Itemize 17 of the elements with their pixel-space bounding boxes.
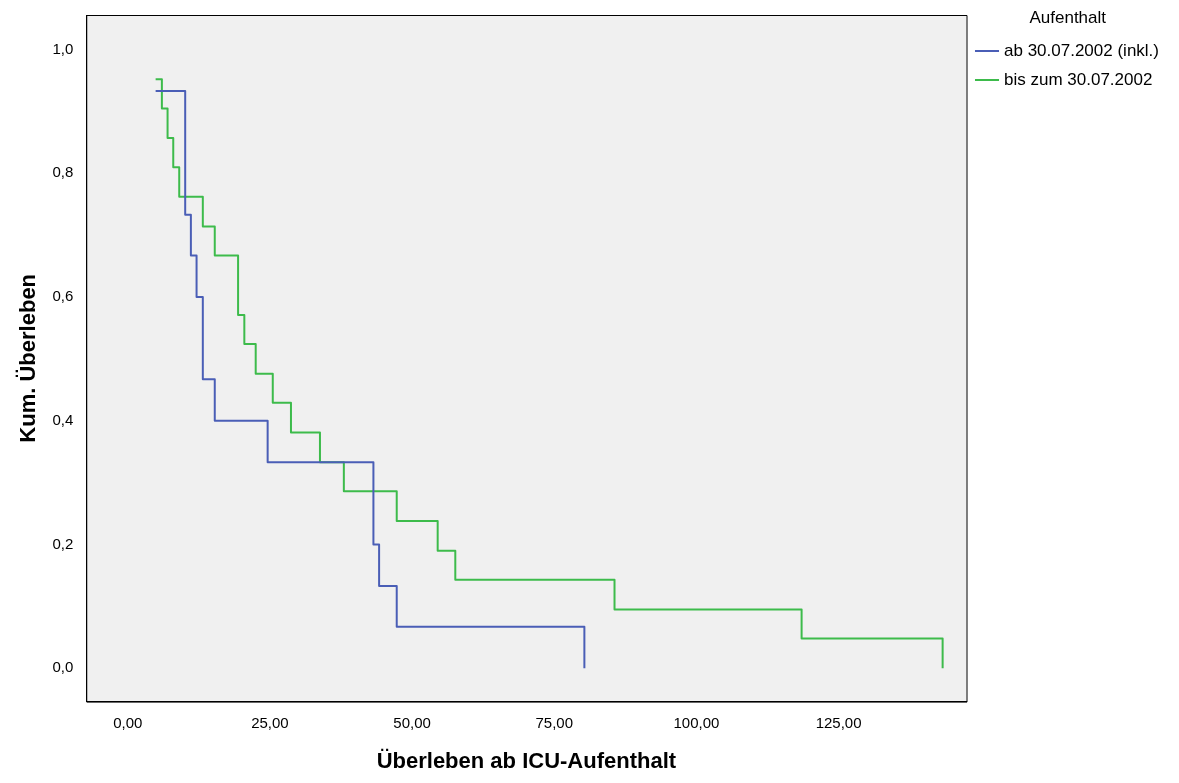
x-tick-label: 25,00 xyxy=(251,713,289,731)
x-tick-label: 125,00 xyxy=(815,713,862,731)
x-tick-label: 50,00 xyxy=(393,713,431,731)
y-tick-label: 1,0 xyxy=(52,39,74,57)
legend-title: Aufenthalt xyxy=(1029,8,1107,28)
legend-label: bis zum 30.07.2002 xyxy=(1004,69,1153,89)
x-tick-label: 75,00 xyxy=(535,713,574,731)
y-tick-label: 0,4 xyxy=(52,410,74,428)
x-tick-label: 100,00 xyxy=(673,713,720,731)
legend-label: ab 30.07.2002 (inkl.) xyxy=(1004,40,1160,60)
y-tick-label: 0,6 xyxy=(52,287,74,305)
y-tick-label: 0,8 xyxy=(52,163,74,181)
x-tick-label: 0,00 xyxy=(113,713,143,731)
y-axis-title: Kum. Überleben xyxy=(15,273,41,443)
y-tick-label: 0,2 xyxy=(52,534,74,552)
y-tick-label: 0,0 xyxy=(52,658,74,676)
x-axis-title: Überleben ab ICU-Aufenthalt xyxy=(376,747,677,773)
